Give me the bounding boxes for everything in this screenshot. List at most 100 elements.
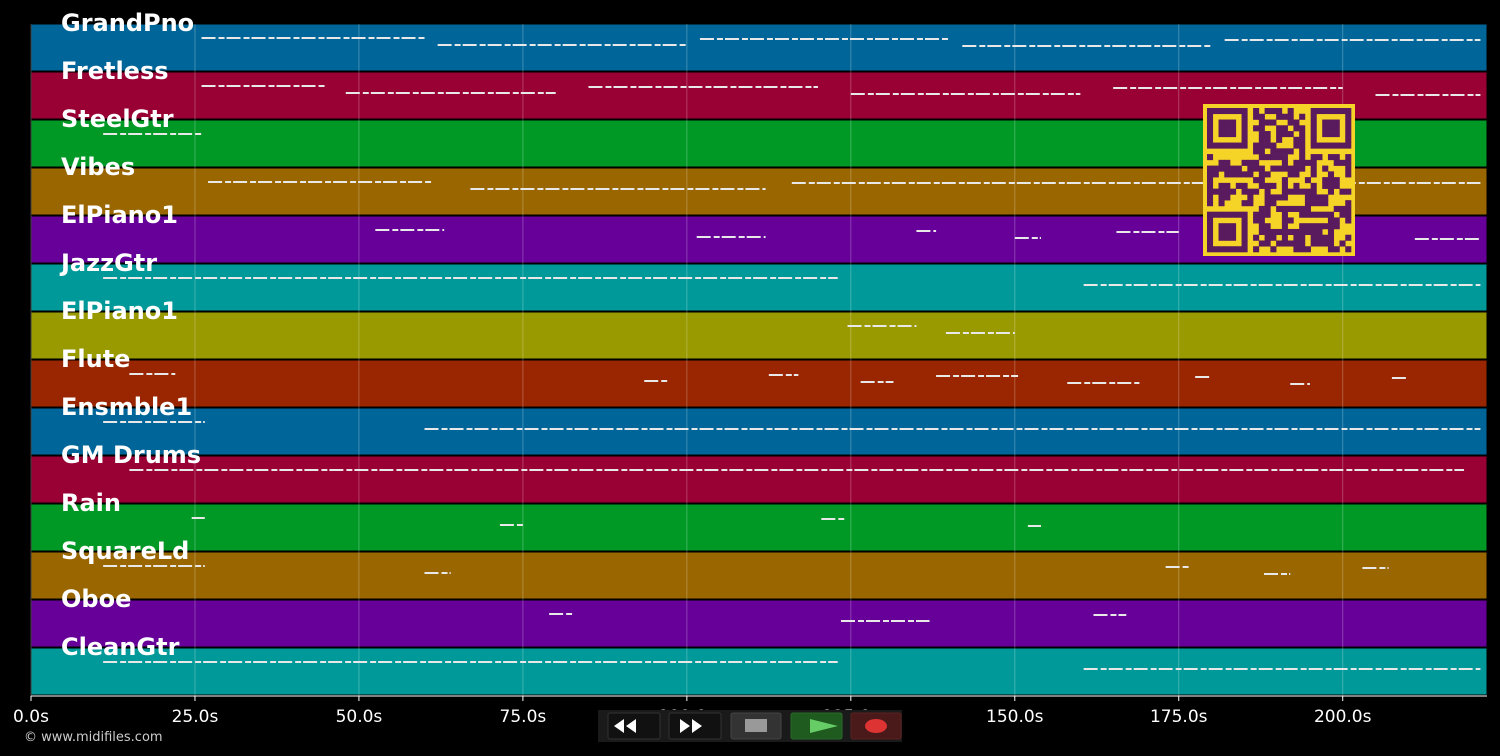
- qr-module: [1218, 131, 1225, 138]
- track-name: CleanGtr: [61, 633, 180, 661]
- qr-module: [1241, 228, 1248, 236]
- qr-module: [1293, 240, 1300, 247]
- qr-module: [1310, 119, 1317, 126]
- qr-module: [1299, 165, 1306, 172]
- qr-module: [1281, 217, 1288, 224]
- play-button[interactable]: [790, 712, 843, 740]
- qr-module: [1253, 188, 1260, 195]
- qr-module: [1327, 217, 1335, 224]
- qr-code: [1203, 104, 1355, 256]
- qr-module: [1299, 211, 1306, 218]
- fast-forward-button[interactable]: [668, 712, 722, 740]
- qr-module: [1218, 234, 1225, 241]
- qr-module: [1299, 113, 1306, 120]
- qr-module: [1333, 159, 1340, 166]
- qr-module: [1207, 246, 1214, 253]
- qr-module: [1264, 223, 1271, 230]
- qr-module: [1253, 165, 1260, 172]
- qr-module: [1293, 142, 1300, 149]
- qr-module: [1322, 211, 1329, 218]
- qr-module: [1345, 131, 1352, 138]
- qr-module: [1241, 200, 1248, 207]
- stop-button[interactable]: [730, 712, 782, 740]
- qr-module: [1304, 246, 1311, 253]
- qr-module: [1258, 171, 1265, 178]
- qr-module: [1304, 200, 1311, 207]
- qr-module: [1207, 188, 1214, 195]
- qr-module: [1281, 125, 1288, 132]
- qr-module: [1224, 131, 1231, 138]
- qr-module: [1247, 194, 1254, 201]
- qr-module: [1253, 159, 1260, 166]
- qr-module: [1212, 108, 1219, 115]
- qr-module: [1212, 211, 1219, 218]
- qr-module: [1293, 165, 1300, 172]
- qr-module: [1207, 234, 1214, 241]
- qr-module: [1270, 119, 1277, 126]
- qr-module: [1218, 211, 1225, 218]
- qr-module: [1241, 171, 1248, 178]
- qr-module: [1310, 113, 1317, 120]
- qr-module: [1345, 200, 1352, 207]
- qr-module: [1316, 200, 1323, 207]
- qr-module: [1270, 234, 1277, 241]
- qr-module: [1235, 171, 1242, 178]
- qr-module: [1264, 228, 1271, 236]
- qr-module: [1224, 171, 1231, 178]
- qr-module: [1287, 165, 1294, 172]
- qr-module: [1212, 165, 1219, 172]
- qr-module: [1345, 188, 1352, 195]
- qr-module: [1258, 125, 1265, 132]
- record-button[interactable]: [850, 712, 902, 740]
- qr-module: [1333, 223, 1340, 230]
- qr-module: [1281, 113, 1288, 120]
- qr-module: [1241, 223, 1248, 230]
- qr-module: [1241, 108, 1248, 115]
- qr-module: [1322, 119, 1329, 126]
- qr-module: [1287, 205, 1294, 212]
- qr-module: [1310, 108, 1317, 115]
- qr-module: [1270, 194, 1277, 201]
- qr-module: [1333, 108, 1340, 115]
- qr-module: [1207, 136, 1214, 143]
- qr-module: [1339, 159, 1346, 166]
- qr-module: [1224, 188, 1231, 195]
- qr-module: [1293, 246, 1300, 253]
- qr-module: [1304, 188, 1311, 195]
- qr-module: [1299, 125, 1306, 132]
- qr-module: [1316, 228, 1323, 236]
- qr-module: [1241, 113, 1248, 120]
- qr-module: [1310, 182, 1317, 189]
- qr-module: [1224, 228, 1231, 236]
- qr-module: [1258, 142, 1265, 149]
- track-band: [30, 503, 1488, 552]
- qr-module: [1276, 240, 1283, 247]
- qr-module: [1264, 240, 1271, 247]
- qr-module: [1235, 108, 1242, 115]
- qr-module: [1218, 200, 1225, 207]
- qr-module: [1241, 240, 1248, 247]
- qr-module: [1270, 154, 1277, 161]
- track-band: [30, 599, 1488, 648]
- qr-module: [1333, 182, 1340, 189]
- qr-module: [1218, 188, 1225, 195]
- qr-module: [1327, 154, 1335, 161]
- qr-module: [1276, 154, 1283, 161]
- qr-module: [1247, 200, 1254, 207]
- qr-module: [1293, 205, 1300, 212]
- rewind-button[interactable]: [607, 712, 661, 740]
- qr-module: [1333, 217, 1340, 224]
- qr-module: [1230, 119, 1237, 126]
- qr-module: [1345, 113, 1352, 120]
- track-band: [30, 359, 1488, 408]
- qr-module: [1287, 188, 1294, 195]
- qr-module: [1310, 234, 1317, 241]
- qr-module: [1212, 142, 1219, 149]
- qr-module: [1333, 125, 1340, 132]
- qr-module: [1270, 200, 1277, 207]
- qr-module: [1316, 240, 1323, 247]
- qr-module: [1293, 119, 1300, 126]
- qr-module: [1327, 234, 1335, 241]
- qr-module: [1258, 228, 1265, 236]
- qr-module: [1258, 217, 1265, 224]
